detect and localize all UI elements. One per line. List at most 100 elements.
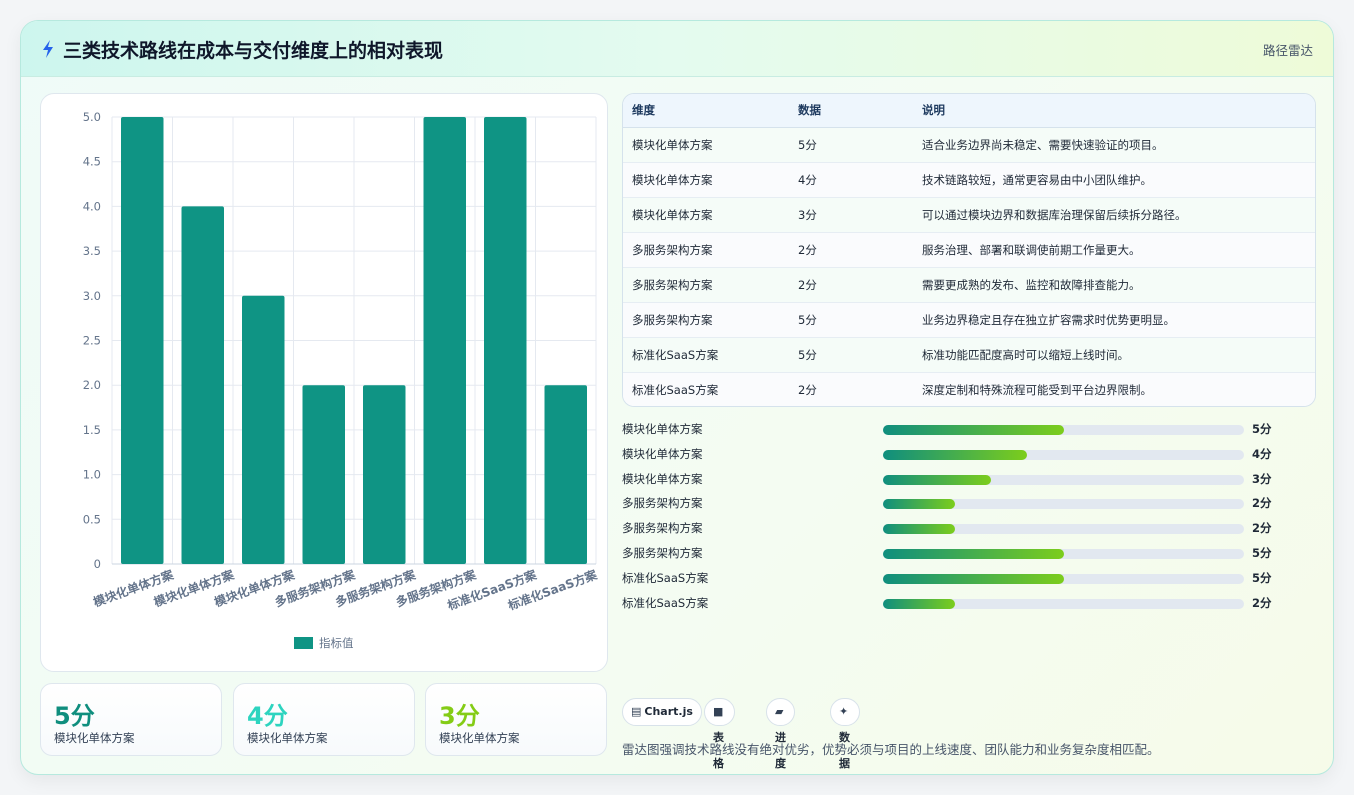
progress-value: 4分 — [1252, 446, 1272, 461]
progress-label: 标准化SaaS方案 — [622, 595, 709, 610]
chip-label: 数据卡片 — [839, 731, 850, 770]
progress-fill — [883, 425, 1064, 435]
dashboard-card: 三类技术路线在成本与交付维度上的相对表现 路径雷达 0 0.5 1.0 1.5 2.0 2… — [20, 20, 1334, 775]
progress-fill — [883, 573, 1064, 584]
bar-chart: 00.51.01.52.02.53.03.54.04.55.0模块化单体方案模块… — [83, 110, 600, 650]
progress-label: 多服务架构方案 — [622, 545, 703, 560]
table-cell: 业务边界稳定且存在独立扩容需求时优势更明显。 — [913, 301, 1315, 337]
table-cell: 2分 — [789, 231, 913, 267]
y-tick-label: 3.0 — [83, 289, 101, 303]
progress-row: 标准化SaaS方案 2分 — [622, 591, 1282, 616]
y-tick-label: 1.0 — [83, 468, 101, 482]
table-row: 模块化单体方案 5分 适合业务边界尚未稳定、需要快速验证的项目。 — [623, 126, 1315, 162]
bar — [423, 117, 466, 564]
y-tick-label: 2.5 — [83, 334, 101, 348]
bar — [181, 206, 224, 564]
progress-value: 3分 — [1252, 471, 1272, 486]
progress-row: 模块化单体方案 3分 — [622, 467, 1282, 492]
stat-value: 5分 — [54, 702, 95, 730]
bolt-icon — [43, 40, 53, 58]
column-header: 维度 — [623, 94, 789, 128]
progress-track — [883, 524, 1244, 535]
progress-row: 标准化SaaS方案 5分 — [622, 566, 1282, 591]
legend-label: 指标值 — [319, 636, 354, 650]
table-row: 多服务架构方案 2分 服务治理、部署和联调使前期工作量更大。 — [623, 231, 1315, 267]
stat-label: 模块化单体方案 — [439, 731, 520, 745]
progress-label: 多服务架构方案 — [622, 521, 703, 536]
table-cell: 5分 — [789, 336, 913, 372]
table-cell: 可以通过模块边界和数据库治理保留后续拆分路径。 — [913, 196, 1315, 232]
progress-icon: ▰ — [775, 705, 784, 718]
progress-label: 标准化SaaS方案 — [622, 570, 709, 585]
progress-track — [883, 548, 1244, 559]
progress-track — [883, 598, 1244, 609]
progress-label: 模块化单体方案 — [622, 422, 703, 436]
header-tag: 路径雷达 — [1262, 43, 1313, 58]
chip-chartjs[interactable]: ▤ Chart.js — [622, 698, 702, 726]
table-cell: 2分 — [789, 371, 913, 406]
y-tick-label: 4.0 — [83, 199, 101, 213]
progress-row: 模块化单体方案 5分 — [622, 417, 1282, 442]
table-cell: 标准功能匹配度高时可以缩短上线时间。 — [913, 336, 1315, 372]
y-tick-label: 5.0 — [83, 110, 101, 124]
progress-row: 多服务架构方案 2分 — [622, 516, 1282, 541]
progress-fill — [883, 499, 956, 510]
progress-value: 5分 — [1252, 422, 1272, 436]
y-tick-label: 3.5 — [83, 244, 101, 258]
table-cell: 5分 — [789, 301, 913, 337]
table-row: 模块化单体方案 3分 可以通过模块边界和数据库治理保留后续拆分路径。 — [623, 196, 1315, 232]
table-row: 标准化SaaS方案 2分 深度定制和特殊流程可能受到平台边界限制。 — [623, 371, 1315, 406]
progress-label: 模块化单体方案 — [622, 471, 703, 486]
progress-row: 多服务架构方案 2分 — [622, 491, 1282, 516]
table-cell: 需要更成熟的发布、监控和故障排查能力。 — [913, 266, 1315, 302]
stat-card: 3分 模块化单体方案 — [425, 683, 607, 756]
progress-track — [883, 499, 1244, 510]
column-header: 数据 — [789, 94, 913, 128]
progress-value: 5分 — [1252, 545, 1272, 560]
y-tick-label: 1.5 — [83, 423, 101, 437]
table-cell: 深度定制和特殊流程可能受到平台边界限制。 — [913, 371, 1315, 406]
chip-label: Chart.js — [644, 705, 693, 718]
progress-fill — [883, 524, 956, 535]
y-tick-label: 0.5 — [83, 512, 101, 526]
table-cell: 技术链路较短，通常更容易由中小团队维护。 — [913, 161, 1315, 197]
table-cell: 模块化单体方案 — [623, 161, 789, 197]
table-cell: 2分 — [789, 266, 913, 302]
table-cell: 标准化SaaS方案 — [623, 336, 789, 372]
progress-label: 模块化单体方案 — [622, 446, 703, 461]
progress-fill — [883, 474, 992, 485]
table-cell: 模块化单体方案 — [623, 196, 789, 232]
table-cell: 模块化单体方案 — [623, 126, 789, 162]
table-row: 模块化单体方案 4分 技术链路较短，通常更容易由中小团队维护。 — [623, 161, 1315, 197]
progress-track — [883, 474, 1244, 485]
header-bar: 三类技术路线在成本与交付维度上的相对表现 路径雷达 — [21, 21, 1333, 77]
bar — [544, 385, 587, 564]
y-tick-label: 2.0 — [83, 378, 101, 392]
table-row: 多服务架构方案 5分 业务边界稳定且存在独立扩容需求时优势更明显。 — [623, 301, 1315, 337]
chip-data-card[interactable]: ✦ 数据卡片 — [830, 698, 861, 770]
table-cell: 多服务架构方案 — [623, 301, 789, 337]
progress-fill — [883, 449, 1028, 460]
progress-value: 2分 — [1252, 496, 1272, 511]
table-cell: 服务治理、部署和联调使前期工作量更大。 — [913, 231, 1315, 267]
table-cell: 标准化SaaS方案 — [623, 371, 789, 406]
footnote: 雷达图强调技术路线没有绝对优劣，优势必须与项目的上线速度、团队能力和业务复杂度相… — [622, 742, 1160, 757]
bar-chart-panel: 0 0.5 1.0 1.5 2.0 2.5 3.0 3.5 4.0 4.5 5.0 模块化单体方案 模块… — [40, 93, 608, 672]
sparkle-icon: ✦ — [839, 705, 849, 718]
table-cell: 多服务架构方案 — [623, 231, 789, 267]
table-header-row: 维度 数据 说明 — [623, 94, 1315, 128]
table-cell: 多服务架构方案 — [623, 266, 789, 302]
bar — [302, 385, 345, 564]
progress-track — [883, 449, 1244, 460]
table-cell: 4分 — [789, 161, 913, 197]
progress-track — [883, 425, 1244, 435]
y-tick-label: 0 — [94, 557, 101, 571]
chip-progress[interactable]: ▰ 进度 — [766, 698, 796, 770]
progress-label: 多服务架构方案 — [622, 496, 703, 511]
progress-value: 2分 — [1252, 521, 1272, 536]
stat-value: 3分 — [439, 702, 480, 730]
table-cell: 适合业务边界尚未稳定、需要快速验证的项目。 — [913, 126, 1315, 162]
table-cell: 3分 — [789, 196, 913, 232]
chart-icon: ▤ — [631, 705, 642, 718]
chip-table[interactable]: ■ 表格 — [704, 698, 736, 770]
